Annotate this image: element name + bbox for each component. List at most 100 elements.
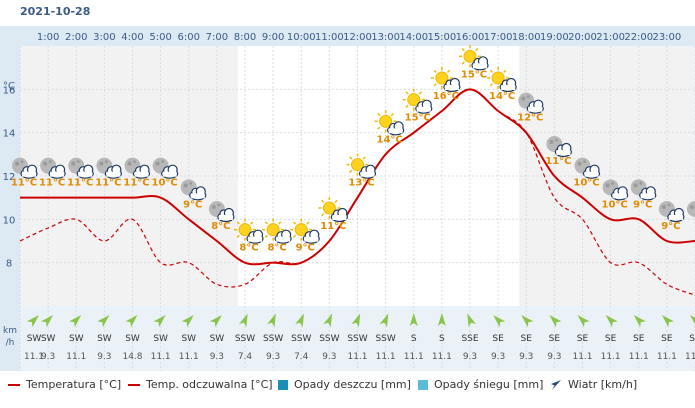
sun-disc xyxy=(463,49,477,63)
wind-speed-label: 11.1 xyxy=(66,352,86,362)
moon-cloud-icon xyxy=(658,201,685,223)
temp-label: 12°C xyxy=(517,113,543,124)
wind-arrow-icon xyxy=(437,313,446,326)
moon-crater xyxy=(633,183,638,188)
temp-label: 16°C xyxy=(433,91,459,102)
temp-label: 14°C xyxy=(376,134,402,145)
sun-disc xyxy=(238,223,252,237)
wind-arrow-icon xyxy=(125,315,138,328)
cloud-fill xyxy=(332,215,347,220)
x-tick-label: 8:00 xyxy=(234,32,256,43)
wind-arrow-icon xyxy=(181,315,194,328)
wind-unit-label: /h xyxy=(6,338,15,348)
wind-speed-label: 11.1 xyxy=(376,352,396,362)
wind-arrow-icon xyxy=(467,313,476,328)
wind-direction-label: SSW xyxy=(235,334,255,344)
wind-direction-label: S xyxy=(411,334,417,344)
legend-feels-like: Temp. odczuwalna [°C] xyxy=(128,378,273,391)
x-tick-label: 11:00 xyxy=(315,32,344,43)
sun-disc xyxy=(294,223,308,237)
wind-arrow-icon xyxy=(577,315,590,328)
moon-crater xyxy=(211,205,216,209)
sun-disc xyxy=(491,71,505,85)
cloud-fill xyxy=(304,236,319,242)
moon-crater xyxy=(667,203,671,207)
temp-label: 11°C xyxy=(67,178,93,189)
x-tick-label: 14:00 xyxy=(399,32,428,43)
moon-crater xyxy=(611,181,615,185)
y-tick-label: 10 xyxy=(3,215,16,226)
sun-ray xyxy=(321,213,325,217)
wind-arrow-icon xyxy=(605,315,618,328)
cloud-fill xyxy=(501,85,516,90)
x-tick-label: 18:00 xyxy=(512,32,541,43)
wind-speed-label: 14.8 xyxy=(122,352,142,362)
sun-cloud-icon xyxy=(374,110,405,136)
temp-label: 8°C xyxy=(211,221,230,232)
moon-crater xyxy=(155,161,160,166)
sun-ray xyxy=(461,48,465,52)
y-axis-bar xyxy=(0,26,20,371)
cloud-fill xyxy=(276,236,291,242)
wind-arrow-shape xyxy=(493,315,506,328)
wind-arrow-shape xyxy=(239,313,248,328)
moon-cloud-icon xyxy=(546,136,572,158)
sun-cloud-icon xyxy=(262,218,292,244)
sun-ray xyxy=(405,104,409,108)
moon-cloud-icon xyxy=(12,157,38,179)
wind-arrow-shape xyxy=(467,313,476,328)
sun-cloud-icon xyxy=(402,88,433,114)
x-tick-label: 10:00 xyxy=(287,32,316,43)
wind-speed-label: 11.1 xyxy=(572,352,592,362)
wind-speed-label: 9.3 xyxy=(41,352,55,362)
moon-crater xyxy=(661,205,666,209)
x-tick-label: 12:00 xyxy=(343,32,372,43)
temp-label: 15°C xyxy=(461,69,487,80)
wind-direction-label: SE xyxy=(492,334,504,344)
wind-direction-label: SE xyxy=(577,334,589,344)
moon-crater xyxy=(521,96,526,101)
legend: Temperatura [°C] Temp. odczuwalna [°C] O… xyxy=(0,372,695,398)
sun-ray xyxy=(334,199,338,203)
sun-ray xyxy=(447,69,451,73)
wind-speed-label: 9.3 xyxy=(547,352,561,362)
wind-direction-label: SE xyxy=(689,334,695,344)
series-line-feels-like xyxy=(19,88,695,296)
sun-ray xyxy=(475,48,479,52)
wind-arrow-shape xyxy=(125,315,138,328)
sun-disc xyxy=(379,114,393,128)
moon-crater xyxy=(189,181,193,185)
legend-feels-like-label: Temp. odczuwalna [°C] xyxy=(146,378,273,391)
sun-disc xyxy=(351,158,364,172)
x-tick-label: 7:00 xyxy=(206,32,228,43)
temp-label: 9°C xyxy=(661,221,680,232)
y-tick-label: 16 xyxy=(3,85,16,96)
wind-arrow-shape xyxy=(295,313,304,328)
wind-speed-label: 9.3 xyxy=(322,352,336,362)
wind-arrow-shape xyxy=(661,315,674,328)
x-tick-label: 6:00 xyxy=(178,32,200,43)
legend-rain-label: Opady deszczu [mm] xyxy=(294,378,411,391)
wind-speed-label: 11.1 xyxy=(685,352,695,362)
moon-crater xyxy=(554,138,558,142)
wind-arrow-shape xyxy=(41,315,54,328)
wind-direction-label: SE xyxy=(605,334,617,344)
wind-speed-label: 9.3 xyxy=(491,352,505,362)
cloud-fill xyxy=(162,171,177,177)
wind-arrow-icon xyxy=(521,315,534,328)
wind-arrow-icon xyxy=(69,315,82,328)
sun-ray xyxy=(236,234,240,238)
sun-ray xyxy=(377,126,381,130)
wind-arrow-shape xyxy=(209,315,222,328)
moon-crater xyxy=(690,205,694,209)
x-tick-label: 22:00 xyxy=(624,32,653,43)
moon-cloud-icon xyxy=(40,157,66,179)
sun-ray xyxy=(377,113,381,117)
moon-cloud-icon xyxy=(208,201,235,223)
sun-ray xyxy=(349,156,353,160)
wind-speed-label: 11.1 xyxy=(179,352,199,362)
sun-disc xyxy=(407,93,421,107)
wind-speed-label: 7.4 xyxy=(294,352,309,362)
cloud-fill xyxy=(190,193,205,199)
sun-ray xyxy=(418,91,423,95)
